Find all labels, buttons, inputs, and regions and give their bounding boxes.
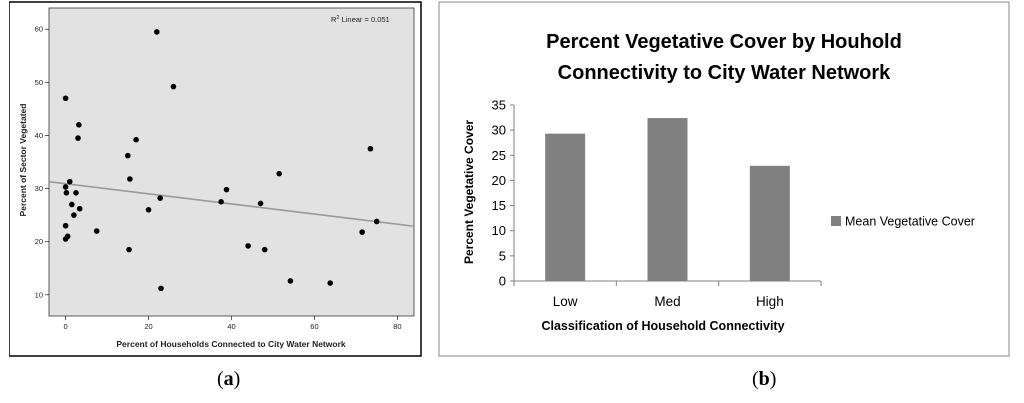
scatter-point [276, 170, 282, 177]
bar-med [647, 118, 688, 282]
y-axis-label: Percent of Sector Vegetated [18, 104, 28, 217]
scatter-point [69, 201, 75, 208]
y-tick-label: 25 [492, 148, 506, 163]
scatter-chart: 0 20 40 60 80 10 20 30 40 50 60 R2 Linear = 0.051… [8, 1, 422, 357]
scatter-panel: 0 20 40 60 80 10 20 30 40 50 60 R2 Linear = 0.051… [8, 0, 423, 360]
scatter-point [62, 236, 69, 242]
x-tick-label: High [756, 294, 784, 309]
scatter-point [373, 218, 380, 225]
y-tick-label: 20 [35, 237, 43, 246]
x-axis-label: Percent of Households Connected to City … [116, 339, 345, 349]
scatter-point [62, 95, 69, 102]
y-tick-label: 10 [492, 223, 506, 238]
y-tick-label: 15 [492, 198, 506, 213]
scatter-point [62, 222, 69, 229]
scatter-point [63, 190, 70, 196]
x-tick-label: Med [654, 294, 680, 309]
scatter-point [157, 195, 163, 201]
y-tick-label: 40 [35, 131, 43, 140]
y-tick-label: 35 [492, 98, 506, 113]
scatter-point [133, 136, 139, 143]
scatter-point [93, 228, 100, 234]
y-tick-label: 60 [35, 25, 43, 34]
x-tick-label: 60 [310, 322, 318, 331]
scatter-point [170, 83, 177, 90]
scatter-point [245, 243, 251, 249]
scatter-point [62, 184, 69, 190]
caption-b: (b) [752, 368, 777, 390]
scatter-point [223, 186, 230, 193]
chart-title-line-1: Percent Vegetative Cover by Houhold [546, 31, 902, 53]
y-tick-label: 30 [35, 184, 43, 193]
y-tick-label: 20 [492, 173, 506, 188]
scatter-point [327, 280, 334, 286]
scatter-point [76, 122, 82, 128]
x-axis-label: Classification of Household Connectivity [541, 319, 784, 333]
scatter-plot-area [48, 7, 415, 317]
scatter-point [145, 206, 152, 213]
caption-a: (a) [217, 368, 241, 390]
x-tick-label: 40 [227, 322, 235, 331]
bar-chart: Percent Vegetative Cover by Houhold Conn… [438, 1, 1010, 357]
chart-title-line-2: Connectivity to City Water Network [558, 62, 892, 84]
scatter-point [257, 200, 264, 207]
bar-chart-frame [438, 1, 1010, 357]
y-tick-label: 30 [492, 123, 506, 138]
legend-label: Mean Vegetative Cover [845, 215, 975, 229]
x-tick-label: 20 [144, 322, 152, 331]
scatter-point [71, 212, 77, 218]
scatter-point [218, 199, 224, 205]
scatter-point [287, 278, 294, 284]
scatter-point [126, 246, 132, 253]
scatter-point [75, 135, 81, 141]
bar-panel: Percent Vegetative Cover by Houhold Conn… [438, 0, 1010, 360]
y-tick-label: 0 [499, 274, 506, 289]
scatter-point [359, 229, 365, 235]
bar-high [749, 165, 790, 281]
bar-low [545, 133, 586, 281]
scatter-point [261, 246, 268, 253]
regression-line [48, 180, 415, 228]
scatter-point [127, 176, 133, 182]
scatter-point [158, 285, 164, 292]
legend-swatch [831, 216, 841, 226]
scatter-point [76, 205, 83, 212]
scatter-point [125, 152, 131, 159]
y-axis-label: Percent Vegetative Cover [462, 120, 476, 264]
scatter-point [73, 190, 79, 196]
scatter-point [66, 178, 73, 185]
y-tick-label: 10 [35, 290, 43, 299]
y-tick-label: 50 [35, 78, 43, 87]
x-tick-label: 80 [393, 322, 401, 331]
scatter-point [367, 145, 374, 152]
r-squared-annotation: R2 Linear = 0.051 [331, 15, 390, 24]
x-tick-label: 0 [64, 322, 68, 331]
x-tick-label: Low [553, 294, 578, 309]
scatter-point [154, 29, 160, 35]
y-tick-label: 5 [499, 248, 506, 263]
